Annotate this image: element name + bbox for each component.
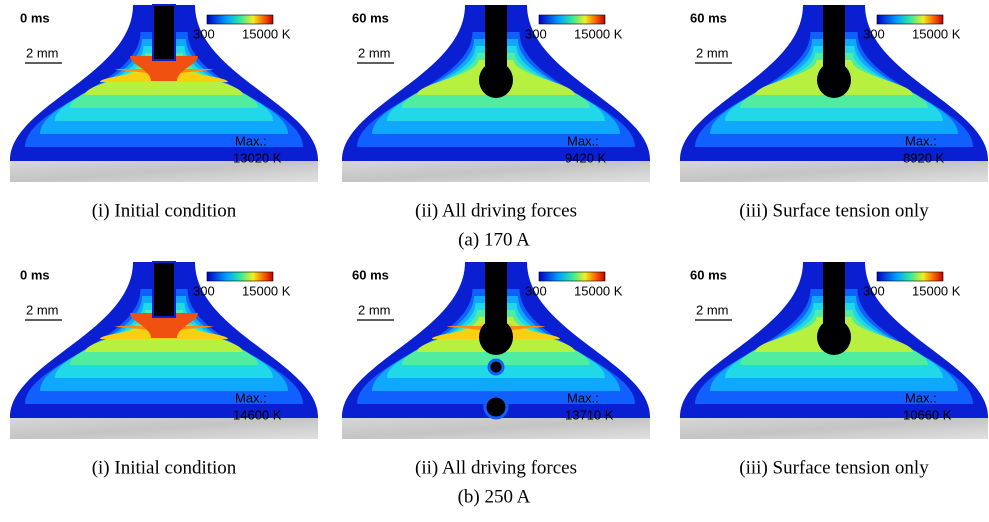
colorbar: [538, 14, 606, 25]
panel-caption: (ii) All driving forces: [415, 200, 577, 221]
max-label: Max.:: [235, 390, 267, 405]
substrate: [342, 160, 650, 182]
substrate: [680, 417, 988, 439]
scale-bar-label: 2 mm: [358, 45, 391, 60]
colorbar: [206, 14, 274, 25]
substrate: [10, 417, 318, 439]
max-value: 14600 K: [233, 407, 282, 422]
time-label: 60 ms: [690, 267, 727, 282]
time-label: 0 ms: [20, 267, 50, 282]
colorbar-max: 15000 K: [242, 26, 291, 41]
max-label: Max.:: [905, 133, 937, 148]
colorbar-min: 300: [525, 283, 547, 298]
colorbar-min: 300: [193, 283, 215, 298]
max-value: 10660 K: [903, 407, 952, 422]
droplet: [487, 358, 505, 376]
time-label: 0 ms: [20, 10, 50, 25]
substrate: [342, 417, 650, 439]
colorbar-min: 300: [863, 283, 885, 298]
colorbar: [876, 14, 944, 25]
max-label: Max.:: [235, 133, 267, 148]
colorbar: [876, 271, 944, 282]
time-label: 60 ms: [352, 10, 389, 25]
max-label: Max.:: [567, 390, 599, 405]
panel-caption: (ii) All driving forces: [415, 457, 577, 478]
colorbar: [206, 271, 274, 282]
droplet: [483, 394, 509, 420]
max-value: 13710 K: [565, 407, 614, 422]
panel: 60 ms 300 15000 K 2 mm Max.: 8920 K (iii) Surf…: [680, 5, 988, 221]
electrode: [152, 4, 176, 61]
electrode-tip: [479, 319, 513, 355]
time-label: 60 ms: [690, 10, 727, 25]
colorbar-min: 300: [525, 26, 547, 41]
panel: 60 ms 300 15000 K 2 mm Max.: 13710 K (ii) All …: [342, 262, 650, 478]
electrode: [823, 5, 845, 75]
substrate: [680, 160, 988, 182]
panel: 60 ms 300 15000 K 2 mm Max.: 9420 K (ii) All d…: [342, 5, 650, 221]
electrode-tip: [817, 319, 851, 355]
max-value: 8920 K: [903, 150, 945, 165]
max-label: Max.:: [567, 133, 599, 148]
scale-bar-label: 2 mm: [358, 302, 391, 317]
colorbar-max: 15000 K: [574, 283, 623, 298]
panel: 0 ms 300 15000 K 2 mm Max.: 13020 K (i) Initia…: [10, 4, 318, 221]
panel-caption: (iii) Surface tension only: [739, 457, 929, 478]
electrode: [485, 5, 507, 75]
electrode-tip: [479, 62, 513, 98]
electrode: [823, 262, 845, 332]
panel-caption: (i) Initial condition: [92, 457, 237, 478]
plume-layer: [130, 56, 198, 81]
scale-bar-label: 2 mm: [26, 45, 59, 60]
time-label: 60 ms: [352, 267, 389, 282]
colorbar-max: 15000 K: [912, 26, 961, 41]
scale-bar-label: 2 mm: [26, 302, 59, 317]
max-value: 13020 K: [233, 150, 282, 165]
max-label: Max.:: [905, 390, 937, 405]
panel: 0 ms 300 15000 K 2 mm Max.: 14600 K (i) Initia…: [10, 261, 318, 478]
max-value: 9420 K: [565, 150, 607, 165]
panel-caption: (iii) Surface tension only: [739, 200, 929, 221]
panel-caption: (i) Initial condition: [92, 200, 237, 221]
colorbar-max: 15000 K: [574, 26, 623, 41]
scale-bar-label: 2 mm: [696, 45, 729, 60]
colorbar-max: 15000 K: [912, 283, 961, 298]
row-caption: (a) 170 A: [458, 229, 530, 250]
scale-bar-label: 2 mm: [696, 302, 729, 317]
electrode: [152, 261, 176, 318]
colorbar-max: 15000 K: [242, 283, 291, 298]
substrate: [10, 160, 318, 182]
panel: 60 ms 300 15000 K 2 mm Max.: 10660 K (iii) Sur…: [680, 262, 988, 478]
electrode-tip: [817, 62, 851, 98]
plume-layer: [130, 313, 198, 338]
electrode: [485, 262, 507, 332]
colorbar-min: 300: [193, 26, 215, 41]
row-caption: (b) 250 A: [458, 486, 531, 507]
colorbar-min: 300: [863, 26, 885, 41]
colorbar: [538, 271, 606, 282]
